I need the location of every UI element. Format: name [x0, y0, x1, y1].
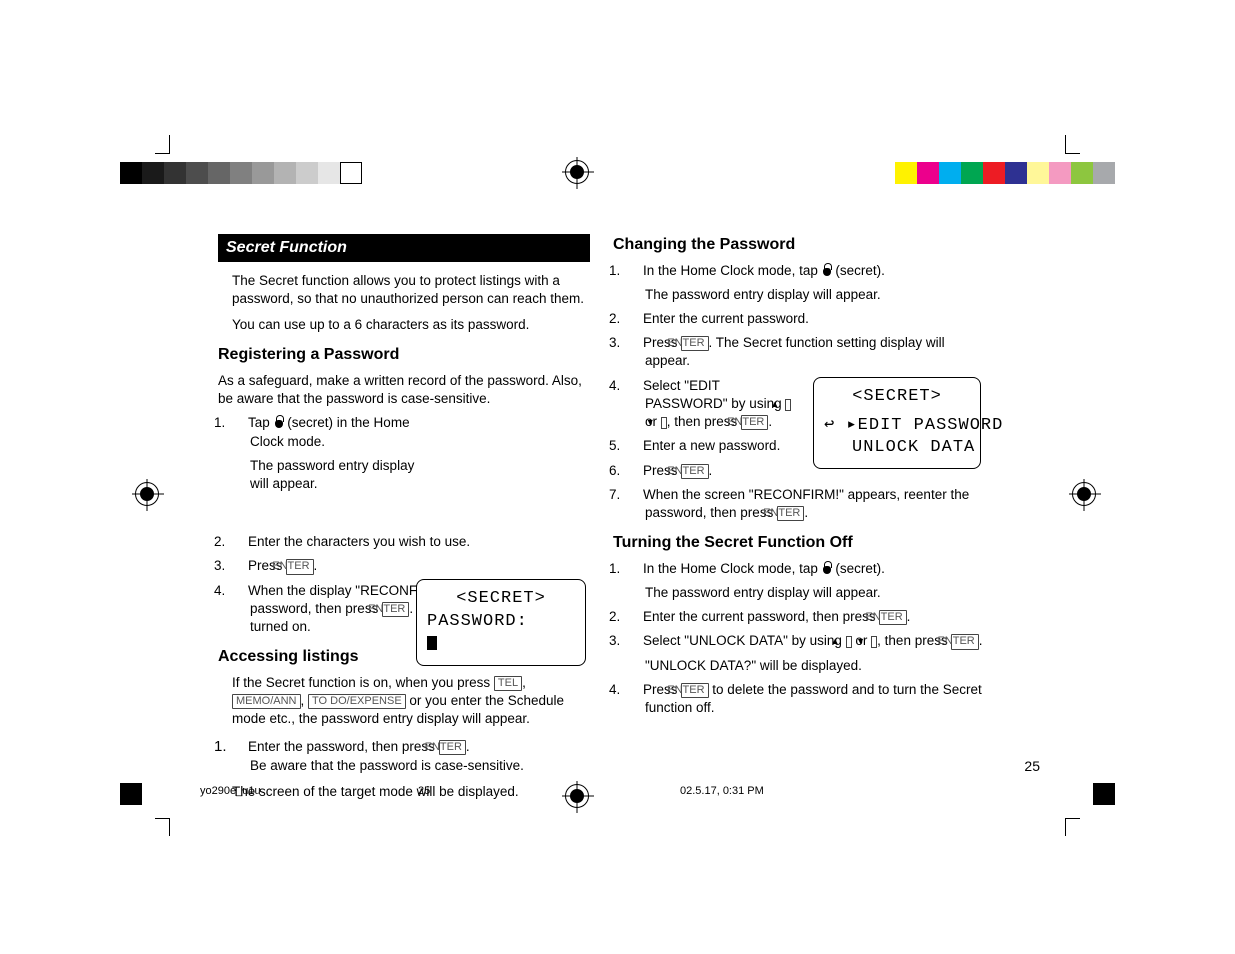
step: 3.Select "UNLOCK DATA" by using ▲ or ▼, … [627, 632, 985, 650]
enter-key: ENTER [286, 559, 313, 574]
intro-text: The Secret function allows you to protec… [232, 272, 590, 308]
intro-text: You can use up to a 6 characters as its … [232, 316, 590, 334]
footer-filename: yo290e_u1u [200, 785, 261, 797]
enter-key: ENTER [951, 634, 978, 649]
registration-mark [135, 482, 159, 506]
registering-steps: 1.Tap (secret) in the Home Clock mode. [232, 414, 427, 450]
step: 1.In the Home Clock mode, tap (secret). [627, 262, 985, 280]
changing-steps: 1.In the Home Clock mode, tap (secret). [627, 262, 985, 280]
enter-key: ENTER [382, 602, 409, 617]
step: 1.In the Home Clock mode, tap (secret). [627, 560, 985, 578]
todo-expense-key: TO DO/EXPENSE [308, 694, 406, 709]
enter-key: ENTER [741, 415, 768, 430]
step: 1.Enter the password, then press ENTER.B… [232, 737, 590, 775]
step-sub: "UNLOCK DATA?" will be displayed. [645, 657, 985, 675]
turning-off-steps: 1.In the Home Clock mode, tap (secret). [627, 560, 985, 578]
step: 3.Press ENTER. [232, 557, 590, 575]
footer-page: 25 [418, 785, 430, 797]
crop-mark [169, 818, 170, 836]
up-key: ▲ [785, 399, 791, 411]
step-sub: The password entry display will appear. [645, 584, 985, 602]
step: 2.Enter the current password. [627, 310, 985, 328]
secret-icon [822, 263, 832, 277]
tel-key: TEL [494, 676, 522, 691]
enter-key: ENTER [681, 336, 708, 351]
step: 2.Enter the current password, then press… [627, 608, 985, 626]
accessing-text: If the Secret function is on, when you p… [232, 674, 590, 729]
crop-mark [1065, 818, 1080, 819]
secret-icon [822, 561, 832, 575]
step: 7.When the screen "RECONFIRM!" appears, … [627, 486, 985, 522]
footer-datetime: 02.5.17, 0:31 PM [680, 785, 764, 797]
step-sub: The password entry display will appear. [250, 457, 430, 493]
enter-key: ENTER [777, 506, 804, 521]
registration-mark [1072, 482, 1096, 506]
enter-key: ENTER [681, 464, 708, 479]
subheading-changing: Changing the Password [613, 234, 985, 256]
turning-off-steps-cont: 2.Enter the current password, then press… [627, 608, 985, 650]
print-color-bar [120, 162, 1115, 192]
step: 2.Enter the characters you wish to use. [232, 533, 590, 551]
lcd-password-display: <SECRET> PASSWORD: [416, 579, 586, 666]
subheading-registering: Registering a Password [218, 344, 590, 366]
enter-key: ENTER [439, 740, 466, 755]
lcd-menu-display: <SECRET> ↩ ▸EDIT PASSWORD UNLOCK DATA [813, 377, 981, 470]
accessing-steps: 1.Enter the password, then press ENTER.B… [232, 737, 590, 775]
crop-mark [155, 818, 170, 819]
crop-mark [169, 135, 170, 153]
secret-icon [274, 415, 284, 429]
crop-mark [1065, 818, 1066, 836]
step: 4.Press ENTER to delete the password and… [627, 681, 985, 717]
page-number: 25 [1024, 758, 1040, 774]
step: 4.Select "EDIT PASSWORD" by using ▲ or ▼… [627, 377, 802, 432]
crop-mark [1065, 153, 1080, 154]
crop-mark [155, 153, 170, 154]
turning-off-steps-end: 4.Press ENTER to delete the password and… [627, 681, 985, 717]
enter-key: ENTER [879, 610, 906, 625]
accessing-result: The screen of the target mode will be di… [232, 783, 590, 801]
page-content: Secret Function The Secret function allo… [218, 234, 988, 774]
note-text: As a safeguard, make a written record of… [218, 372, 590, 408]
step: 3.Press ENTER. The Secret function setti… [627, 334, 985, 370]
memo-ann-key: MEMO/ANN [232, 694, 301, 709]
enter-key: ENTER [681, 683, 708, 698]
step: 1.Tap (secret) in the Home Clock mode. [232, 414, 427, 450]
section-title: Secret Function [218, 234, 590, 262]
crop-mark [1065, 135, 1066, 153]
subheading-turning-off: Turning the Secret Function Off [613, 532, 985, 554]
step-sub: The password entry display will appear. [645, 286, 985, 304]
